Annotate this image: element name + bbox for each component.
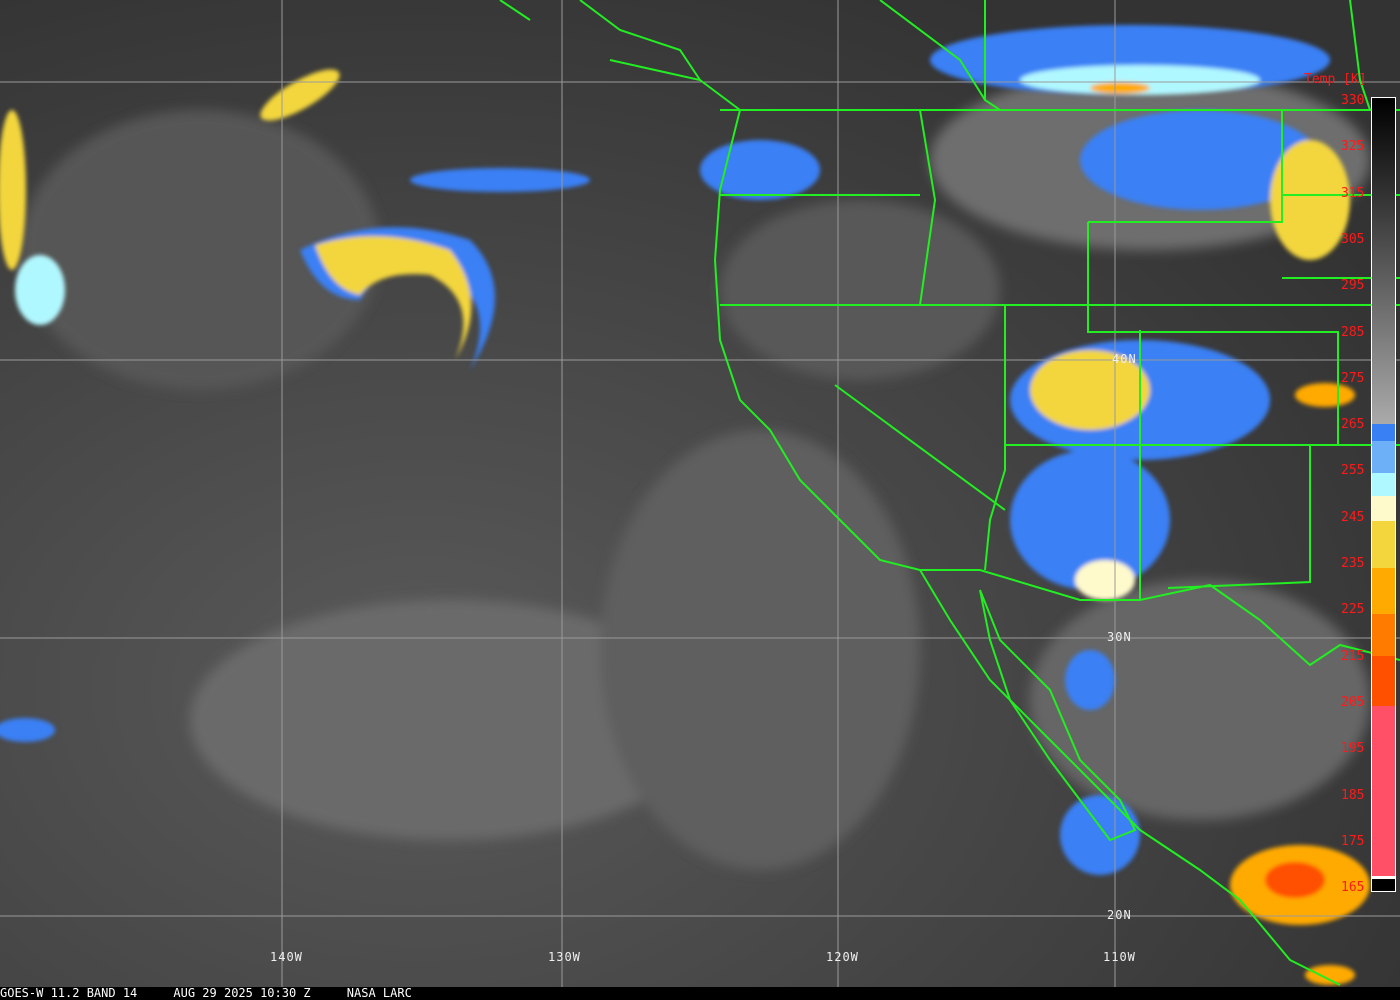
colorbar-title: Temp [K] [1304, 72, 1367, 87]
lon-label: 110W [1103, 950, 1136, 964]
colorbar-tick-label: 225 [1341, 602, 1365, 618]
colorbar-tick-label: 295 [1341, 278, 1365, 294]
colorbar-tick-label: 325 [1341, 139, 1365, 155]
image-caption: GOES-W 11.2 BAND 14 AUG 29 2025 10:30 Z … [0, 987, 1400, 1000]
lon-label: 140W [270, 950, 303, 964]
lon-label: 130W [548, 950, 581, 964]
colorbar-tick-label: 195 [1341, 741, 1365, 757]
colorbar-tick-label: 205 [1341, 694, 1365, 710]
lon-label: 120W [826, 950, 859, 964]
colorbar-tick-label: 165 [1341, 880, 1365, 896]
colorbar-tick-label: 245 [1341, 509, 1365, 525]
temperature-colorbar [1371, 97, 1396, 892]
colorbar-tick-label: 285 [1341, 324, 1365, 340]
colorbar-tick-label: 305 [1341, 231, 1365, 247]
colorbar-tick-label: 215 [1341, 648, 1365, 664]
colorbar-tick-label: 265 [1341, 417, 1365, 433]
colorbar-tick-label: 175 [1341, 833, 1365, 849]
colorbar-tick-label: 185 [1341, 787, 1365, 803]
colorbar-tick-label: 330 [1341, 93, 1365, 108]
lat-label: 40N [1112, 352, 1137, 366]
colorbar-tick-label: 255 [1341, 463, 1365, 479]
colorbar-tick-label: 315 [1341, 185, 1365, 201]
lat-label: 30N [1107, 630, 1132, 644]
lat-label: 20N [1107, 908, 1132, 922]
colorbar-tick-label: 275 [1341, 370, 1365, 386]
colorbar-tick-label: 235 [1341, 556, 1365, 571]
political-borders [499, 0, 1400, 986]
